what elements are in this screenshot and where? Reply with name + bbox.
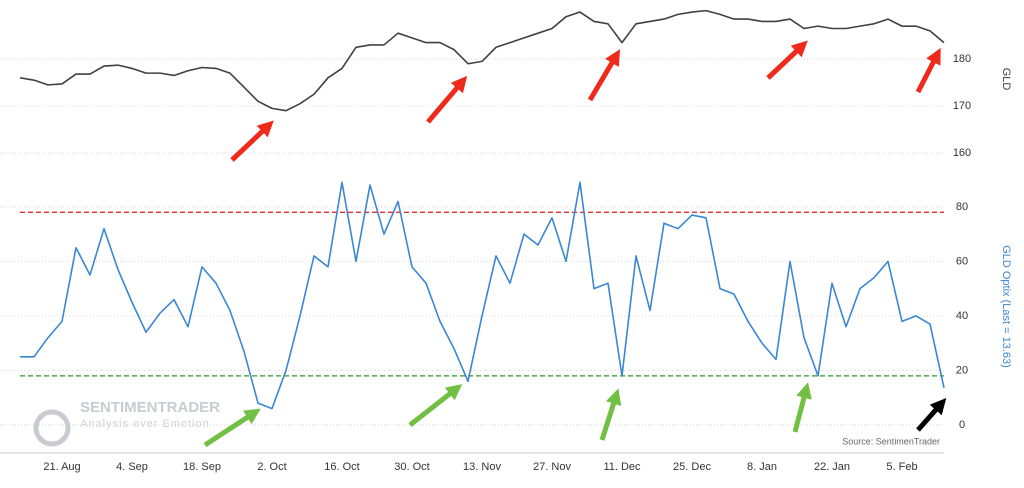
line-series xyxy=(19,9,945,112)
arrow xyxy=(792,382,812,433)
arrow xyxy=(587,49,621,102)
arrow xyxy=(408,384,463,427)
arrow xyxy=(766,40,808,80)
x-tick-label: 30. Oct xyxy=(394,461,429,473)
annotation-arrows xyxy=(203,40,947,448)
x-tick-label: 18. Sep xyxy=(183,461,221,473)
x-tick-label: 4. Sep xyxy=(116,461,148,473)
arrow xyxy=(916,398,947,432)
watermark-title: SENTIMENTRADER xyxy=(80,399,220,416)
arrow xyxy=(915,47,941,94)
source: Source: SentimenTrader xyxy=(842,436,940,446)
y-tick-label: 160 xyxy=(953,147,971,159)
y-axis-title: GLD xyxy=(1000,68,1012,91)
y-axis-title: GLD Optix (Last = 13.63) xyxy=(1000,245,1012,368)
y-tick-label: 170 xyxy=(953,100,971,112)
arrow xyxy=(203,408,261,448)
x-tick-label: 5. Feb xyxy=(886,461,917,473)
y-tick-label: 60 xyxy=(956,255,968,267)
arrow xyxy=(599,388,622,441)
x-tick-label: 2. Oct xyxy=(257,461,286,473)
x-tick-label: 16. Oct xyxy=(324,461,359,473)
arrow xyxy=(230,120,274,162)
x-tick-label: 25. Dec xyxy=(673,461,711,473)
watermark: SENTIMENTRADER Analysis over Emotion xyxy=(33,399,220,447)
watermark-subtitle: Analysis over Emotion xyxy=(80,418,210,430)
x-tick-label: 22. Jan xyxy=(814,461,850,473)
logo xyxy=(33,409,71,447)
x-tick-label: 13. Nov xyxy=(463,461,501,473)
x-tick-label: 11. Dec xyxy=(603,461,641,473)
y-tick-label: 0 xyxy=(959,419,965,431)
x-tick-label: 27. Nov xyxy=(533,461,571,473)
x-tick-label: 21. Aug xyxy=(43,461,80,473)
y-tick-label: 180 xyxy=(953,53,971,65)
y-tick-label: 20 xyxy=(956,364,968,376)
y-tick-label: 40 xyxy=(956,310,968,322)
arrow xyxy=(426,75,468,124)
y-tick-label: 80 xyxy=(956,201,968,213)
line-series xyxy=(20,181,945,410)
x-tick-label: 8. Jan xyxy=(747,461,777,473)
